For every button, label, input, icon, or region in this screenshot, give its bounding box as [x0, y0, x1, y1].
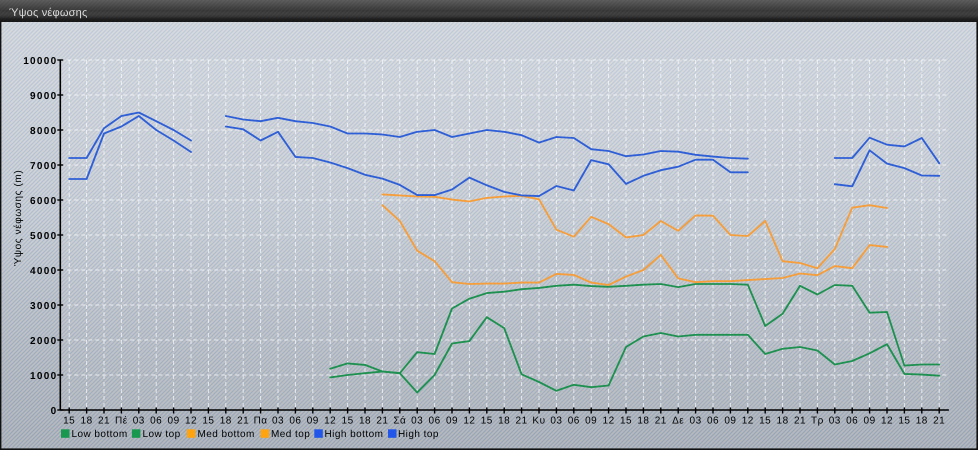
svg-text:06: 06 — [707, 416, 719, 427]
svg-text:15: 15 — [342, 416, 354, 427]
svg-text:Πα: Πα — [254, 416, 268, 427]
svg-text:06: 06 — [429, 416, 441, 427]
svg-text:21: 21 — [98, 416, 110, 427]
svg-text:10000: 10000 — [23, 56, 57, 67]
svg-text:12: 12 — [185, 416, 197, 427]
svg-text:09: 09 — [446, 416, 458, 427]
svg-text:Med bottom: Med bottom — [198, 429, 255, 440]
svg-text:18: 18 — [220, 416, 232, 427]
svg-text:15: 15 — [63, 416, 75, 427]
svg-text:03: 03 — [133, 416, 145, 427]
svg-text:18: 18 — [359, 416, 371, 427]
svg-text:12: 12 — [881, 416, 893, 427]
svg-text:Σά: Σά — [393, 416, 406, 427]
svg-text:09: 09 — [307, 416, 319, 427]
svg-text:15: 15 — [202, 416, 214, 427]
svg-text:15: 15 — [759, 416, 771, 427]
svg-text:Ύψος νέφωσης (m): Ύψος νέφωσης (m) — [13, 170, 24, 267]
svg-text:09: 09 — [168, 416, 180, 427]
svg-text:Med top: Med top — [271, 429, 310, 440]
svg-text:21: 21 — [933, 416, 945, 427]
svg-text:21: 21 — [516, 416, 528, 427]
svg-text:06: 06 — [150, 416, 162, 427]
svg-text:15: 15 — [620, 416, 632, 427]
svg-text:03: 03 — [550, 416, 562, 427]
svg-text:03: 03 — [690, 416, 702, 427]
svg-text:Low bottom: Low bottom — [72, 429, 128, 440]
svg-text:12: 12 — [463, 416, 475, 427]
svg-text:18: 18 — [777, 416, 789, 427]
svg-text:4000: 4000 — [30, 266, 57, 277]
svg-text:03: 03 — [272, 416, 284, 427]
svg-text:06: 06 — [568, 416, 580, 427]
svg-text:18: 18 — [916, 416, 928, 427]
svg-text:03: 03 — [411, 416, 423, 427]
svg-text:09: 09 — [585, 416, 597, 427]
svg-text:7000: 7000 — [30, 161, 57, 172]
svg-text:15: 15 — [481, 416, 493, 427]
svg-text:03: 03 — [829, 416, 841, 427]
svg-text:15: 15 — [898, 416, 910, 427]
svg-text:9000: 9000 — [30, 91, 57, 102]
svg-text:12: 12 — [324, 416, 336, 427]
svg-text:18: 18 — [81, 416, 93, 427]
svg-text:06: 06 — [289, 416, 301, 427]
svg-text:12: 12 — [742, 416, 754, 427]
svg-text:Τρ: Τρ — [811, 416, 824, 427]
svg-text:21: 21 — [655, 416, 667, 427]
svg-text:18: 18 — [498, 416, 510, 427]
svg-text:09: 09 — [724, 416, 736, 427]
svg-text:21: 21 — [237, 416, 249, 427]
svg-text:2000: 2000 — [30, 336, 57, 347]
svg-text:5000: 5000 — [30, 231, 57, 242]
svg-text:6000: 6000 — [30, 196, 57, 207]
svg-text:3000: 3000 — [30, 301, 57, 312]
svg-text:0: 0 — [51, 406, 58, 417]
svg-text:09: 09 — [864, 416, 876, 427]
svg-text:21: 21 — [794, 416, 806, 427]
svg-text:8000: 8000 — [30, 126, 57, 137]
svg-text:Δε: Δε — [672, 416, 684, 427]
svg-text:Πέ: Πέ — [115, 416, 128, 427]
svg-text:Κυ: Κυ — [532, 416, 545, 427]
svg-text:18: 18 — [637, 416, 649, 427]
svg-text:1000: 1000 — [30, 371, 57, 382]
svg-text:High top: High top — [398, 429, 439, 440]
svg-text:Ύψος νέφωσης: Ύψος νέφωσης — [9, 7, 87, 19]
svg-text:Low top: Low top — [143, 429, 181, 440]
svg-text:21: 21 — [376, 416, 388, 427]
svg-text:High bottom: High bottom — [325, 429, 384, 440]
svg-text:12: 12 — [603, 416, 615, 427]
svg-text:06: 06 — [846, 416, 858, 427]
